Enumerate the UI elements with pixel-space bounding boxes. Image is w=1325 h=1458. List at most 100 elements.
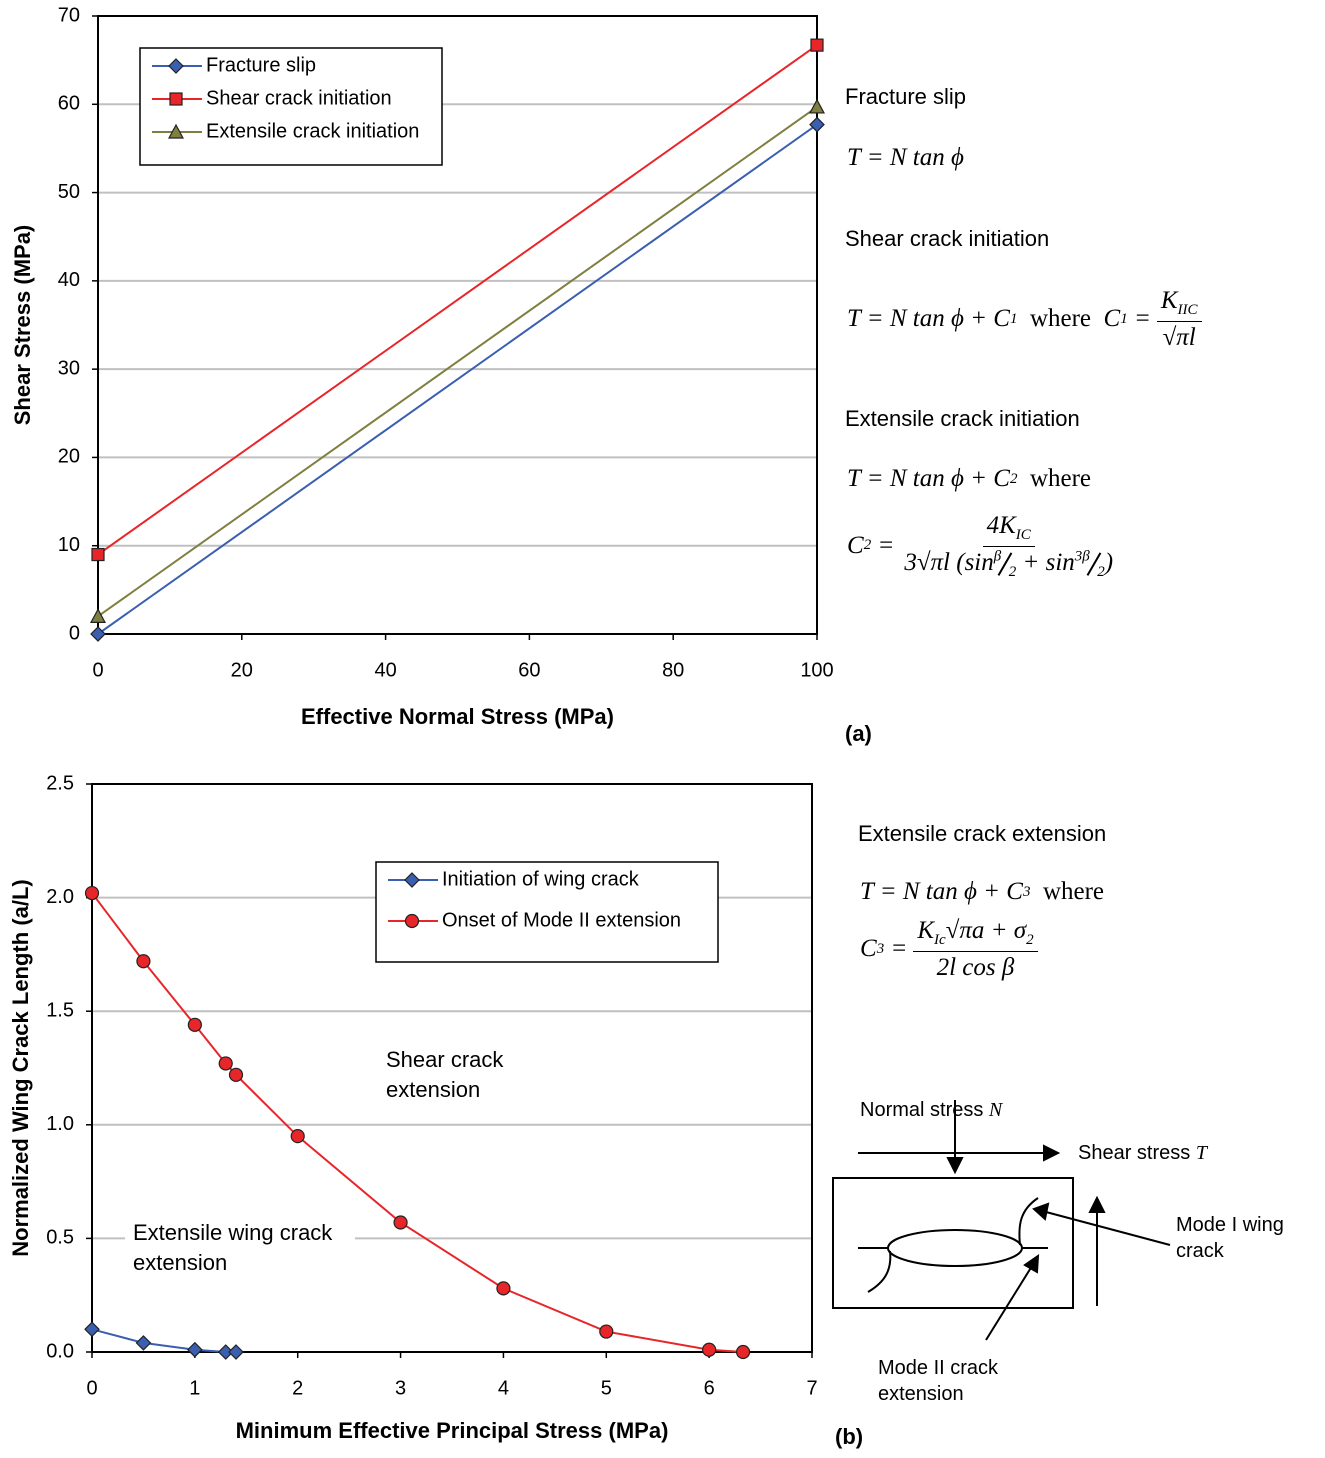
subscript: 2 — [1009, 470, 1018, 487]
equation: T = N tan ϕ — [847, 142, 964, 175]
legend: Fracture slip Shear crack initiation Exten… — [139, 47, 443, 166]
crack — [887, 1229, 1023, 1267]
y-tick-label: 0.0 — [46, 1340, 74, 1362]
equation-text: ) — [1104, 548, 1114, 576]
wing-crack — [867, 1250, 892, 1293]
x-tick-label: 0 — [92, 659, 103, 681]
arrowhead — [1023, 1254, 1040, 1274]
equation-text: K — [917, 917, 934, 944]
equation-text: = — [877, 531, 895, 559]
superscript: 3β — [1074, 548, 1090, 565]
x-axis-title: Minimum Effective Principal Stress (MPa) — [236, 1418, 669, 1443]
x-tick-label: 5 — [601, 1377, 612, 1399]
x-tick-label: 40 — [374, 659, 396, 681]
equation-title: Extensile crack extension — [858, 821, 1107, 846]
y-tick-label: 0.5 — [46, 1227, 74, 1249]
x-tick-label: 7 — [806, 1377, 817, 1399]
subscript: IC — [1015, 527, 1031, 543]
marker — [809, 116, 825, 133]
y-axis-title: Shear Stress (MPa) — [10, 225, 35, 426]
crack-diagram — [832, 1100, 1171, 1341]
denominator: √πl — [1162, 323, 1196, 351]
subscript: 1 — [1120, 310, 1128, 327]
marker — [735, 1344, 751, 1360]
marker — [599, 1324, 614, 1339]
marker — [91, 547, 105, 562]
legend-label: Initiation of wing crack — [442, 868, 640, 890]
x-tick-label: 100 — [800, 659, 833, 681]
equation-text: K — [1160, 287, 1178, 314]
subscript: IIC — [1177, 302, 1198, 318]
equation-title: Fracture slip — [845, 84, 967, 109]
subscript: 2 — [1008, 563, 1017, 580]
numerator: KIIC — [1156, 285, 1202, 322]
equation-text: √πa + σ — [945, 917, 1027, 944]
diagram-label: Normal stress N — [860, 1097, 1002, 1123]
y-tick-label: 20 — [58, 446, 80, 468]
equation-text: T = N tan ϕ + C — [847, 465, 1010, 492]
equation-text: C — [860, 935, 877, 963]
label-text: Shear stress — [1078, 1142, 1191, 1164]
arrowhead — [1032, 1202, 1050, 1221]
x-tick-label: 0 — [86, 1377, 97, 1399]
series-line — [97, 106, 818, 618]
equation-text: C — [1103, 305, 1121, 333]
legend-label: Extensile crack initiation — [206, 120, 419, 142]
x-tick-label: 80 — [662, 659, 684, 681]
legend-box — [139, 47, 443, 166]
equation-text: C — [847, 531, 864, 559]
x-tick-label: 1 — [189, 1377, 200, 1399]
annotation: Shear crack extension — [386, 1047, 504, 1102]
y-tick-label: 60 — [58, 93, 80, 115]
arrowhead — [1088, 1195, 1106, 1213]
x-axis-title: Effective Normal Stress (MPa) — [301, 704, 614, 729]
panel-label: (a) — [845, 721, 872, 746]
marker — [135, 1335, 152, 1351]
fraction: KIIC √πl — [1156, 285, 1202, 354]
x-tick-label: 6 — [704, 1377, 715, 1399]
subscript: 3 — [876, 940, 885, 957]
legend-box — [375, 861, 719, 963]
superscript: β — [993, 548, 1002, 565]
legend-label: Onset of Mode II extension — [442, 909, 681, 931]
plot-area — [91, 783, 813, 1353]
diagram-label: Shear stress T — [1078, 1140, 1207, 1166]
subscript: Ic — [934, 932, 946, 948]
y-tick-label: 40 — [58, 269, 80, 291]
diagram-label: Mode II crack extension — [878, 1357, 999, 1405]
equation-text: T = N tan ϕ — [847, 144, 964, 171]
equation-text: T = N tan ϕ + C — [847, 305, 1010, 333]
x-tick-label: 60 — [518, 659, 540, 681]
equation-title: Extensile crack initiation — [845, 406, 1080, 431]
y-tick-label: 2.5 — [46, 772, 74, 794]
y-tick-label: 1.0 — [46, 1113, 74, 1135]
y-tick-label: 1.5 — [46, 999, 74, 1021]
marker — [217, 1344, 234, 1360]
equation-text: where — [1042, 878, 1105, 905]
marker — [404, 913, 420, 929]
arrowhead — [946, 1157, 964, 1175]
marker — [290, 1129, 305, 1144]
panel-label: (b) — [835, 1424, 863, 1449]
marker — [187, 1017, 202, 1032]
annotation: Extensile wing crack extension — [125, 1218, 355, 1278]
equation-text: 3√πl (sin — [904, 548, 994, 576]
legend-label: Fracture slip — [206, 54, 316, 76]
series-line — [97, 123, 818, 635]
x-tick-label: 3 — [395, 1377, 406, 1399]
marker — [218, 1056, 233, 1071]
numerator: 4KIC — [982, 510, 1035, 547]
equation-text: where — [1029, 305, 1092, 333]
y-axis-title: Normalized Wing Crack Length (a/L) — [8, 879, 33, 1257]
legend-label: Shear crack initiation — [206, 87, 392, 109]
wing-crack — [1018, 1197, 1039, 1246]
marker — [496, 1281, 511, 1296]
denominator: 3√πl (sinβ2 + sin3β2) — [900, 547, 1117, 583]
series-line — [91, 1328, 236, 1353]
fraction: KIc√πa + σ2 2l cos β — [913, 915, 1038, 984]
